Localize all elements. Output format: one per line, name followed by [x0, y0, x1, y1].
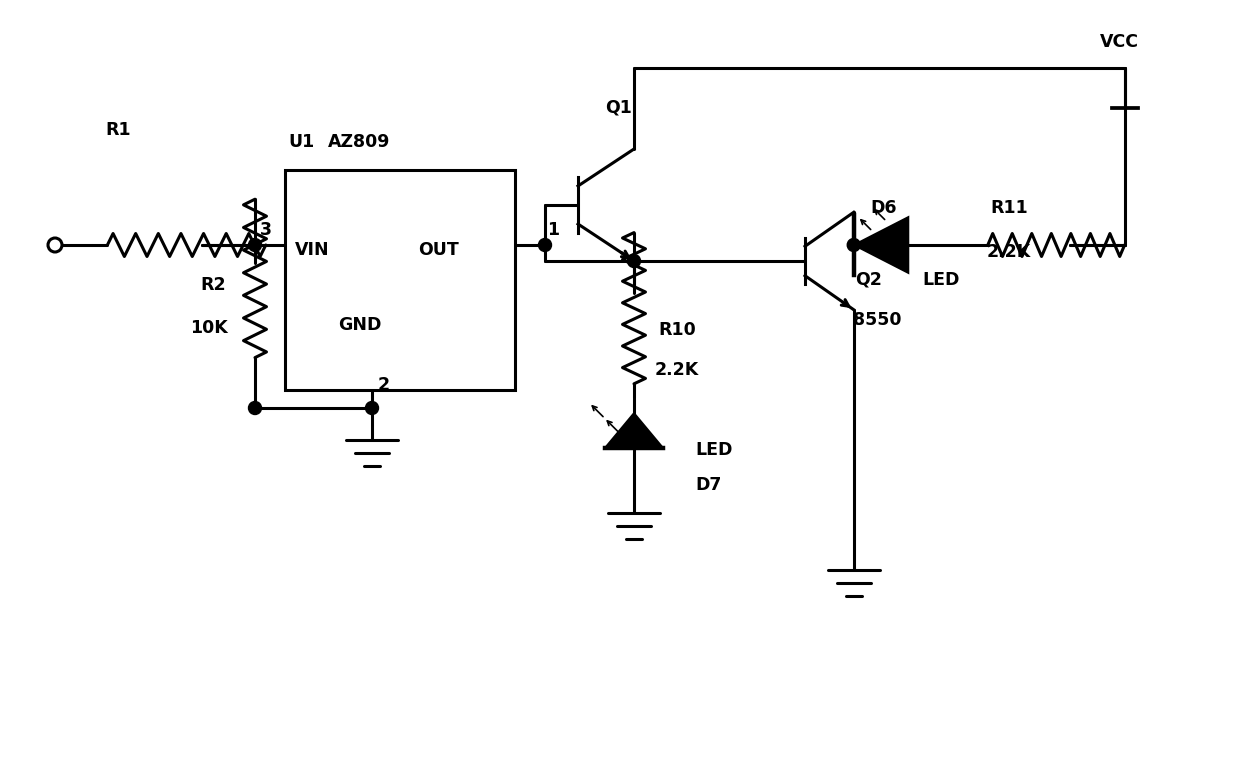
Text: 2: 2	[378, 376, 391, 394]
Text: R10: R10	[658, 321, 696, 339]
Text: R2: R2	[200, 276, 226, 294]
Circle shape	[627, 254, 641, 268]
Circle shape	[538, 239, 552, 251]
Text: R1: R1	[105, 121, 130, 139]
Text: 2.2K: 2.2K	[655, 361, 699, 379]
Polygon shape	[606, 414, 662, 448]
Text: U1: U1	[288, 133, 314, 151]
Circle shape	[847, 239, 861, 251]
Text: 2.2K: 2.2K	[987, 243, 1032, 261]
Circle shape	[248, 402, 262, 414]
Text: R11: R11	[990, 199, 1028, 217]
Text: LED: LED	[923, 271, 960, 289]
Text: 8550: 8550	[853, 311, 901, 329]
Text: LED: LED	[694, 441, 733, 459]
Text: 1: 1	[547, 221, 559, 239]
FancyBboxPatch shape	[285, 170, 515, 390]
Text: VIN: VIN	[295, 241, 330, 259]
Text: 10K: 10K	[190, 319, 228, 337]
Polygon shape	[856, 218, 908, 272]
Text: Q2: Q2	[856, 271, 882, 289]
Text: OUT: OUT	[418, 241, 459, 259]
Circle shape	[366, 402, 378, 414]
Circle shape	[248, 239, 262, 251]
Text: D6: D6	[870, 199, 897, 217]
Text: 3: 3	[260, 221, 272, 239]
Text: GND: GND	[339, 316, 382, 334]
Text: AZ809: AZ809	[329, 133, 391, 151]
Text: VCC: VCC	[1100, 33, 1140, 51]
Text: Q1: Q1	[605, 99, 632, 117]
Text: D7: D7	[694, 476, 722, 494]
